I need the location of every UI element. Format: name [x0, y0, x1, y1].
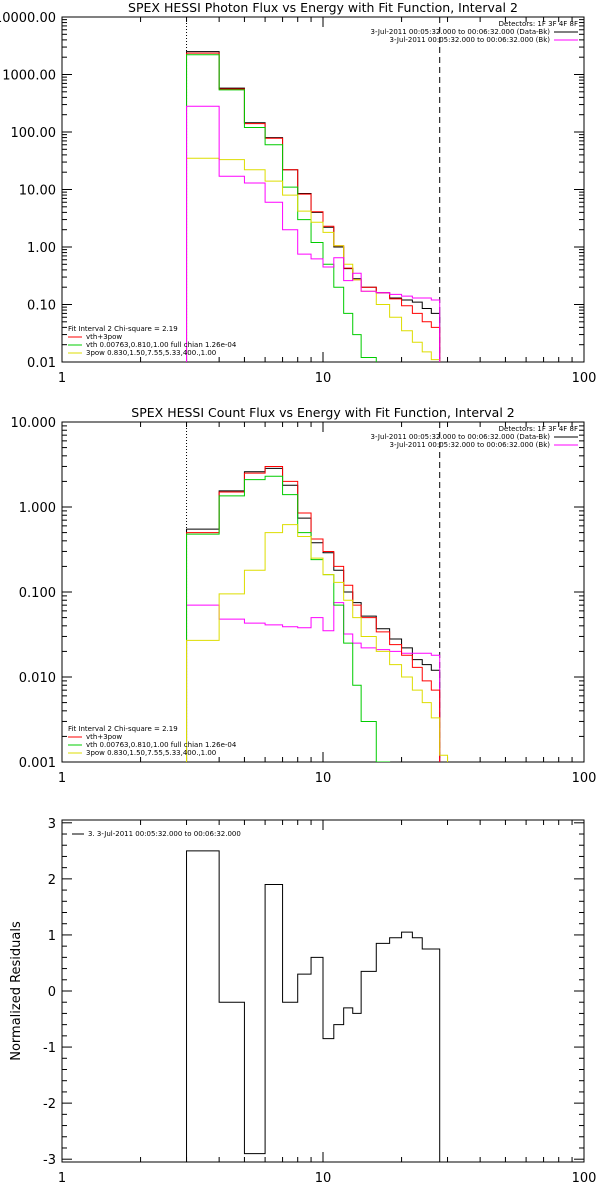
series-line-2	[186, 602, 441, 762]
y-tick-label: 100.00	[11, 126, 57, 141]
series-line-1	[186, 850, 441, 1162]
y-axis-label: Normalized Residuals	[9, 921, 24, 1061]
y-tick-label: 3	[48, 817, 56, 832]
y-tick-label: 0.100	[19, 586, 56, 601]
fit-legend-item: vth+3pow	[86, 333, 122, 341]
y-tick-label: 0.01	[27, 356, 56, 371]
series-line-2	[186, 52, 441, 362]
header-line: Detectors: 1F 3F 4F 8F	[499, 20, 578, 28]
series-line-4	[186, 157, 441, 362]
y-tick-label: 0	[48, 985, 56, 1000]
series-group	[186, 51, 441, 362]
x-tick-label: 10	[315, 1171, 332, 1186]
chart-title: SPEX HESSI Count Flux vs Energy with Fit…	[131, 405, 514, 420]
y-tick-label: 1.00	[27, 241, 56, 256]
y-tick-label: 0.010	[19, 671, 56, 686]
x-tick-label: 10	[315, 371, 332, 386]
fit-legend-item: vth 0.00763,0.810,1.00 full chian 1.26e-…	[86, 741, 237, 749]
series-line-5	[186, 105, 441, 362]
axis-frame	[61, 16, 585, 363]
fit-legend-item: 3pow 0.830,1.50,7.55,5.33,400.,1.00	[86, 749, 216, 757]
chart-panel-2: SPEX HESSI Count Flux vs Energy with Fit…	[11, 405, 597, 786]
chart-panel-3: 1 10 100 -3 -2 -1 0 1 2 3 Normalized Residuals 3. 3…	[9, 817, 596, 1186]
y-tick-label: -1	[43, 1041, 56, 1056]
x-tick-label: 1	[58, 771, 66, 786]
x-tick-label: 1	[58, 1171, 66, 1186]
legend-item: 3. 3-Jul-2011 00:05:32.000 to 00:06:32.0…	[88, 830, 241, 838]
chart-panel-1: SPEX HESSI Photon Flux vs Energy with Fi…	[0, 0, 596, 386]
x-tick-label: 100	[572, 771, 597, 786]
header-line: 3-Jul-2011 00:05:32.000 to 00:06:32.000 …	[390, 441, 551, 449]
y-tick-label: -3	[43, 1153, 56, 1168]
series-line-1	[186, 51, 441, 362]
fit-legend-item: vth+3pow	[86, 733, 122, 741]
series-line-1	[186, 467, 441, 762]
x-tick-label: 100	[572, 1171, 597, 1186]
y-tick-label: 10.000	[11, 416, 57, 431]
y-tick-label: 1	[48, 929, 56, 944]
series-line-3	[186, 465, 441, 762]
axis-frame	[61, 421, 585, 763]
chart-title: SPEX HESSI Photon Flux vs Energy with Fi…	[128, 0, 518, 15]
header-line: 3-Jul-2011 00:05:32.000 to 00:06:32.000 …	[371, 433, 551, 441]
header-line: Detectors: 1F 3F 4F 8F	[499, 425, 578, 433]
y-tick-label: 0.10	[27, 299, 56, 314]
x-tick-label: 10	[315, 771, 332, 786]
series-line-5	[186, 524, 449, 762]
series-line-3	[186, 54, 377, 362]
y-tick-label: 10.00	[19, 184, 56, 199]
fit-legend-heading: Fit Interval 2 Chi-square = 2.19	[68, 325, 178, 333]
header-line: 3-Jul-2011 00:05:32.000 to 00:06:32.000 …	[371, 28, 551, 36]
header-line: 3-Jul-2011 00:05:32.000 to 00:06:32.000 …	[390, 36, 551, 44]
y-tick-label: -2	[43, 1097, 56, 1112]
y-tick-label: 1000.00	[2, 69, 56, 84]
y-tick-label: 1.000	[19, 501, 56, 516]
y-tick-label: 2	[48, 873, 56, 888]
fit-legend-heading: Fit Interval 2 Chi-square = 2.19	[68, 725, 178, 733]
series-group	[186, 465, 449, 762]
x-tick-label: 100	[572, 371, 597, 386]
series-group	[186, 850, 441, 1162]
y-tick-label: 10000.00	[0, 11, 56, 26]
y-tick-label: 0.001	[19, 756, 56, 771]
x-tick-label: 1	[58, 371, 66, 386]
fit-legend-item: vth 0.00763,0.810,1.00 full chian 1.26e-…	[86, 341, 237, 349]
series-line-4	[186, 475, 391, 762]
fit-legend-item: 3pow 0.830,1.50,7.55,5.33,400.,1.00	[86, 349, 216, 357]
